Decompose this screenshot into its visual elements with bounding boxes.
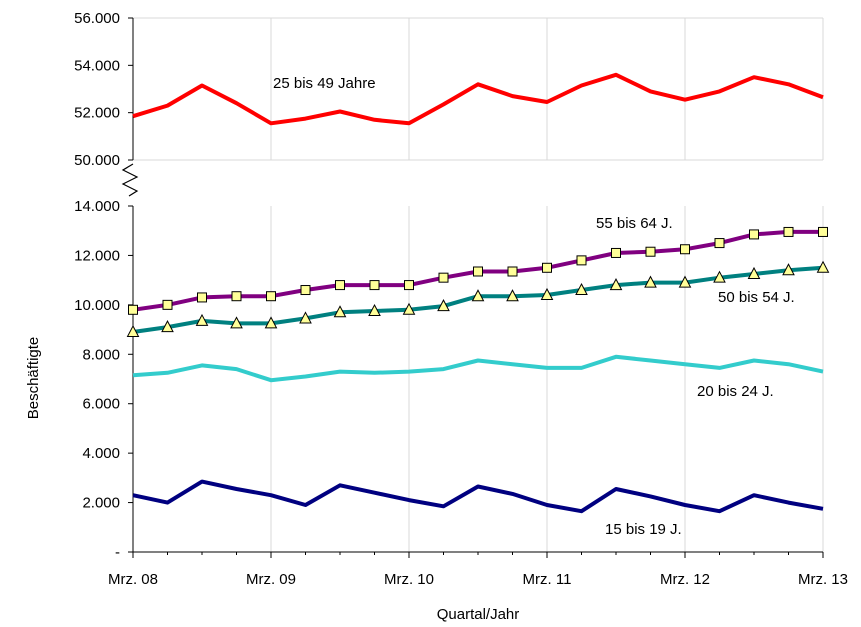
series-layer [126, 72, 830, 514]
upper-y-tick-label: 50.000 [74, 152, 120, 169]
data-point-triangle [506, 289, 519, 302]
data-point-triangle [299, 311, 312, 324]
data-point-triangle [540, 287, 554, 300]
data-point-triangle [713, 270, 726, 283]
x-tick-label: Mrz. 13 [798, 571, 848, 588]
data-point-triangle [609, 278, 623, 291]
lower-y-tick-label: 4.000 [82, 445, 120, 462]
data-point-triangle [678, 275, 692, 288]
lower-y-tick-label: 6.000 [82, 396, 120, 413]
x-tick-label: Mrz. 10 [384, 571, 434, 588]
lower-y-tick-label: - [115, 544, 120, 561]
data-point-square [680, 244, 690, 255]
data-point-triangle [230, 316, 243, 329]
data-point-square [611, 247, 621, 258]
axes [121, 17, 824, 558]
lower-y-tick-label: 8.000 [82, 346, 120, 363]
upper-y-tick-label: 54.000 [74, 57, 120, 74]
data-point-triangle [402, 302, 416, 315]
series-0 [132, 72, 824, 126]
data-point-square [576, 255, 587, 266]
data-point-square [714, 238, 725, 249]
series-2 [126, 260, 830, 338]
series-3 [132, 354, 824, 383]
data-point-triangle [368, 303, 381, 317]
data-point-square [783, 226, 794, 237]
data-point-square [300, 285, 311, 296]
series-label-15-19: 15 bis 19 J. [605, 521, 682, 538]
series-1 [128, 226, 828, 315]
data-point-triangle [644, 275, 657, 288]
x-tick-label: Mrz. 08 [108, 571, 158, 588]
series-4 [132, 479, 824, 514]
data-point-square [542, 262, 552, 273]
tick-labels: 50.000 52.000 54.000 56.000 - 2.000 4.000 6.000… [74, 10, 848, 588]
data-point-triangle [126, 324, 140, 338]
lower-y-tick-label: 14.000 [74, 198, 120, 215]
upper-grid [133, 17, 824, 161]
data-point-square [335, 280, 345, 291]
data-point-triangle [816, 260, 830, 273]
series-label-50-54: 50 bis 54 J. [718, 289, 795, 306]
data-point-square [438, 272, 449, 283]
upper-y-tick-label: 56.000 [74, 10, 120, 27]
data-point-square [507, 266, 518, 277]
data-point-square [266, 291, 276, 302]
data-point-triangle [575, 282, 588, 296]
y-axis-title: Beschäftigte [25, 337, 42, 420]
series-line [132, 479, 824, 514]
series-line [132, 72, 824, 126]
lower-y-tick-label: 2.000 [82, 495, 120, 512]
series-label-20-24: 20 bis 24 J. [697, 383, 774, 400]
x-tick-label: Mrz. 11 [523, 571, 572, 588]
upper-y-tick-label: 52.000 [74, 105, 120, 122]
data-point-square [818, 226, 828, 237]
data-point-square [404, 280, 414, 291]
x-tick-label: Mrz. 09 [246, 571, 296, 588]
data-point-triangle [195, 313, 209, 326]
data-point-triangle [264, 316, 278, 329]
lower-y-tick-label: 10.000 [74, 297, 120, 314]
data-point-square [197, 292, 207, 303]
series-line [132, 354, 824, 383]
data-point-square [162, 299, 173, 310]
data-point-triangle [161, 320, 174, 333]
axis-break-mark [121, 163, 139, 197]
data-point-triangle [333, 305, 347, 318]
data-point-square [369, 280, 380, 291]
data-point-square [645, 246, 656, 257]
x-axis-title: Quartal/Jahr [437, 606, 520, 623]
data-point-triangle [437, 299, 450, 312]
series-label-25-49: 25 bis 49 Jahre [273, 75, 376, 92]
data-point-triangle [471, 289, 485, 302]
data-point-square [473, 266, 483, 277]
series-label-55-64: 55 bis 64 J. [596, 215, 673, 232]
data-point-triangle [747, 266, 761, 279]
data-point-square [128, 304, 138, 315]
x-tick-label: Mrz. 12 [660, 571, 710, 588]
lower-y-tick-label: 12.000 [74, 247, 120, 264]
data-point-square [749, 229, 759, 240]
data-point-square [231, 291, 242, 302]
data-point-triangle [782, 263, 795, 276]
